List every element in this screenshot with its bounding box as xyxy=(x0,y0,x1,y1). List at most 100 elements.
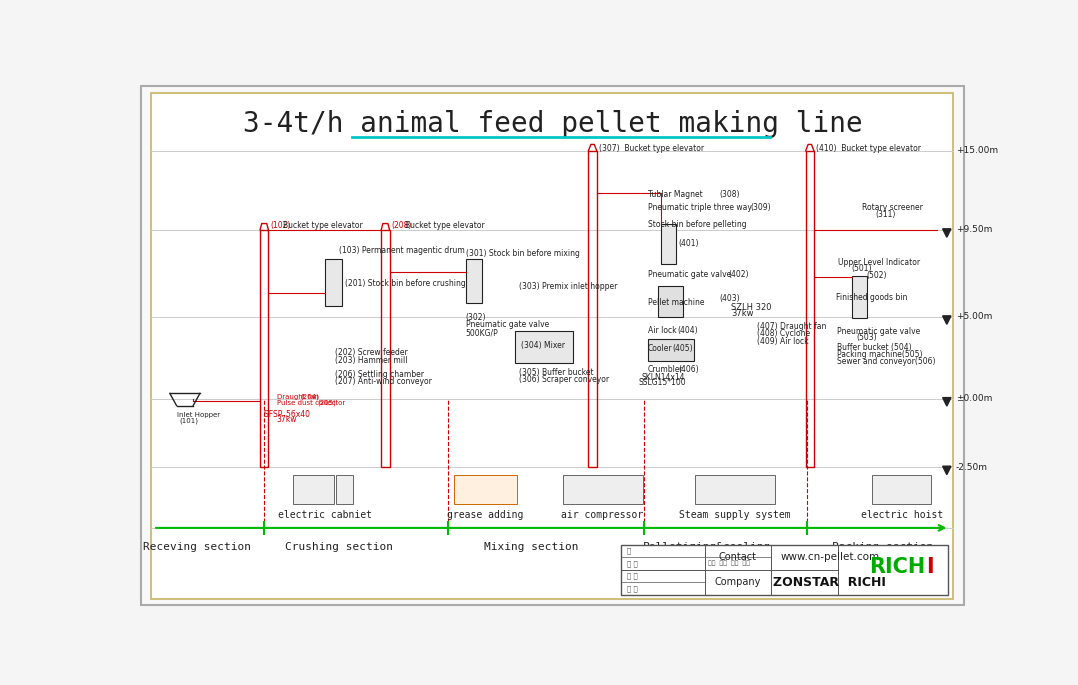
Text: (203) Hammer mill: (203) Hammer mill xyxy=(335,356,407,364)
Text: ±0.00m: ±0.00m xyxy=(956,394,993,403)
Text: +15.00m: +15.00m xyxy=(956,147,998,155)
FancyBboxPatch shape xyxy=(694,475,775,504)
Text: (402): (402) xyxy=(728,270,748,279)
Text: 改: 改 xyxy=(626,548,631,554)
Text: Air lock: Air lock xyxy=(648,326,676,335)
Text: Tublar Magnet: Tublar Magnet xyxy=(648,190,703,199)
FancyBboxPatch shape xyxy=(872,475,931,504)
Text: (404): (404) xyxy=(678,326,699,335)
Text: (409) Air lock: (409) Air lock xyxy=(757,337,808,346)
Text: air compressor: air compressor xyxy=(562,510,644,521)
Text: Buffer bucket (504): Buffer bucket (504) xyxy=(837,343,911,352)
Text: SKLN14x14: SKLN14x14 xyxy=(641,373,685,382)
Text: Pneumatic triple three way: Pneumatic triple three way xyxy=(648,203,751,212)
Text: SFSP. 56x40: SFSP. 56x40 xyxy=(264,410,309,419)
Text: (202) Screw feeder: (202) Screw feeder xyxy=(335,348,407,358)
Polygon shape xyxy=(942,229,951,237)
Text: +9.50m: +9.50m xyxy=(956,225,993,234)
Text: (205): (205) xyxy=(317,399,335,406)
Text: SSLG15*100: SSLG15*100 xyxy=(639,378,687,387)
Text: -2.50m: -2.50m xyxy=(956,463,989,472)
Text: (307)  Bucket type elevator: (307) Bucket type elevator xyxy=(599,144,704,153)
Text: 标记  处数  签字  日期: 标记 处数 签字 日期 xyxy=(708,560,750,566)
Text: +5.00m: +5.00m xyxy=(956,312,993,321)
Text: Mixing section: Mixing section xyxy=(484,543,579,552)
Text: Rotary screener: Rotary screener xyxy=(861,203,923,212)
Text: (206) Settling chamber: (206) Settling chamber xyxy=(335,371,425,379)
Text: grease adding: grease adding xyxy=(447,510,524,521)
FancyBboxPatch shape xyxy=(466,260,482,303)
Text: Pulse dust collector: Pulse dust collector xyxy=(277,400,345,406)
Text: Finished goods bin: Finished goods bin xyxy=(835,293,907,302)
Polygon shape xyxy=(942,466,951,475)
Text: 校 对: 校 对 xyxy=(626,585,637,592)
Text: RICH: RICH xyxy=(869,558,925,577)
Text: 500KG/P: 500KG/P xyxy=(466,328,498,337)
Text: (305) Buffer bucket: (305) Buffer bucket xyxy=(520,368,594,377)
Text: (301) Stock bin before mixing: (301) Stock bin before mixing xyxy=(466,249,580,258)
Text: Steam supply system: Steam supply system xyxy=(679,510,790,521)
Text: Sewer and conveyor(506): Sewer and conveyor(506) xyxy=(837,357,935,366)
FancyBboxPatch shape xyxy=(648,338,693,361)
Text: Upper Level Indicator: Upper Level Indicator xyxy=(839,258,921,267)
FancyBboxPatch shape xyxy=(661,224,676,264)
Text: 3-4t/h animal feed pellet making line: 3-4t/h animal feed pellet making line xyxy=(243,110,862,138)
Text: ZONSTAR  RICHI: ZONSTAR RICHI xyxy=(773,576,886,589)
Text: Receving section: Receving section xyxy=(143,543,251,552)
Text: Crushing section: Crushing section xyxy=(286,543,393,552)
Text: Pneumatic gate valve: Pneumatic gate valve xyxy=(466,320,549,329)
Text: Pneumatic gate valve: Pneumatic gate valve xyxy=(837,327,920,336)
Text: (103) Permanent magentic drum: (103) Permanent magentic drum xyxy=(340,247,466,256)
Text: RICHI: RICHI xyxy=(293,275,678,396)
Text: Stock bin before pelleting: Stock bin before pelleting xyxy=(648,220,746,229)
Text: (309): (309) xyxy=(750,203,771,212)
Text: (407) Draught fan: (407) Draught fan xyxy=(757,322,827,331)
Text: SZLH 320: SZLH 320 xyxy=(731,303,772,312)
Text: electric cabniet: electric cabniet xyxy=(278,510,372,521)
Text: Company: Company xyxy=(715,577,761,587)
Text: 37kw: 37kw xyxy=(277,415,298,424)
Text: 制 图: 制 图 xyxy=(626,573,637,580)
FancyBboxPatch shape xyxy=(621,545,949,595)
FancyBboxPatch shape xyxy=(454,475,517,504)
Text: Packing machine(505): Packing machine(505) xyxy=(837,350,922,359)
Text: Bucket type elevator: Bucket type elevator xyxy=(404,221,484,230)
Text: Pelletizing&cooling: Pelletizing&cooling xyxy=(642,543,771,552)
Text: Contact: Contact xyxy=(719,552,757,562)
Text: Pneumatic gate valve: Pneumatic gate valve xyxy=(648,270,731,279)
Text: Cooler: Cooler xyxy=(648,344,673,353)
Text: (101): (101) xyxy=(180,417,198,423)
Text: www.cn-pellet.com: www.cn-pellet.com xyxy=(780,552,880,562)
Text: (306) Scraper conveyor: (306) Scraper conveyor xyxy=(520,375,609,384)
Text: (405): (405) xyxy=(673,344,693,353)
Text: Bucket type elevator: Bucket type elevator xyxy=(284,221,363,230)
Text: (208): (208) xyxy=(391,221,412,230)
Text: (503): (503) xyxy=(857,333,877,342)
Text: 设 计: 设 计 xyxy=(626,560,637,567)
Text: (302): (302) xyxy=(466,314,486,323)
FancyBboxPatch shape xyxy=(563,475,642,504)
Text: (406): (406) xyxy=(679,365,700,374)
Polygon shape xyxy=(942,316,951,324)
Text: Inlet Hopper: Inlet Hopper xyxy=(177,412,220,418)
Text: (304) Mixer: (304) Mixer xyxy=(521,341,565,351)
Text: Pellet machine: Pellet machine xyxy=(648,298,704,307)
Text: (102): (102) xyxy=(271,221,290,230)
Text: (403): (403) xyxy=(720,294,741,303)
Text: Crumbler: Crumbler xyxy=(648,365,683,374)
Text: Packing section: Packing section xyxy=(832,543,934,552)
Text: electric hoist: electric hoist xyxy=(860,510,943,521)
Text: I: I xyxy=(926,558,934,577)
Text: (410)  Bucket type elevator: (410) Bucket type elevator xyxy=(816,144,922,153)
FancyBboxPatch shape xyxy=(336,475,353,504)
Text: (201) Stock bin before crushing: (201) Stock bin before crushing xyxy=(345,279,466,288)
Text: (401): (401) xyxy=(679,239,700,248)
FancyBboxPatch shape xyxy=(293,475,333,504)
Text: (311): (311) xyxy=(875,210,896,219)
FancyBboxPatch shape xyxy=(151,92,953,599)
Text: (408) Cyclone: (408) Cyclone xyxy=(757,329,811,338)
Text: (501): (501) xyxy=(852,264,872,273)
Text: (207) Anti-wind conveyor: (207) Anti-wind conveyor xyxy=(335,377,432,386)
Text: Draught fan: Draught fan xyxy=(277,394,319,400)
Text: (502): (502) xyxy=(867,271,887,280)
